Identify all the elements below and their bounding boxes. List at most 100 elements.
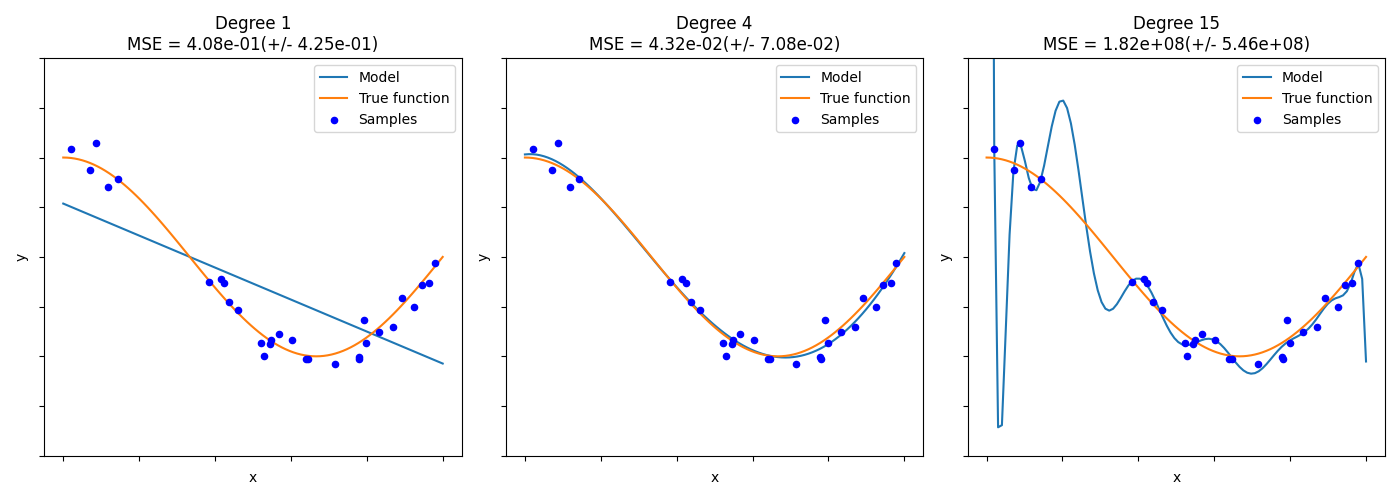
- Samples: [78, 166, 101, 174]
- Samples: [1218, 356, 1240, 364]
- Samples: [85, 139, 108, 147]
- True function: [1173, 329, 1190, 335]
- Samples: [356, 338, 378, 346]
- Samples: [260, 336, 283, 344]
- Samples: [714, 352, 736, 360]
- True function: [251, 329, 267, 335]
- Samples: [844, 322, 867, 330]
- Samples: [106, 175, 129, 183]
- Samples: [729, 330, 752, 338]
- Model: [746, 348, 763, 354]
- True function: [713, 329, 729, 335]
- Samples: [1278, 338, 1301, 346]
- Samples: [353, 316, 375, 324]
- Samples: [218, 298, 241, 306]
- Samples: [568, 175, 591, 183]
- Model: [990, 424, 1007, 430]
- Samples: [521, 146, 543, 154]
- Samples: [349, 356, 371, 364]
- Samples: [423, 259, 445, 267]
- True function: [407, 286, 424, 292]
- True function: [434, 254, 451, 260]
- Samples: [1002, 166, 1025, 174]
- True function: [1231, 354, 1247, 360]
- Samples: [227, 306, 249, 314]
- Line: True function: True function: [525, 158, 904, 356]
- Legend: Model, True function, Samples: Model, True function, Samples: [776, 65, 917, 132]
- Samples: [1327, 303, 1350, 311]
- True function: [881, 272, 897, 278]
- Model: [1177, 342, 1194, 348]
- Model: [517, 152, 533, 158]
- True function: [869, 286, 886, 292]
- Model: [1054, 98, 1071, 103]
- Samples: [259, 340, 281, 348]
- Model: [1343, 280, 1359, 286]
- True function: [742, 348, 759, 354]
- Model: [1070, 168, 1086, 173]
- True function: [517, 154, 533, 160]
- Model: [1358, 358, 1375, 364]
- True function: [1051, 192, 1068, 198]
- Samples: [1313, 294, 1336, 302]
- Samples: [347, 353, 370, 361]
- True function: [419, 272, 435, 278]
- Samples: [417, 279, 440, 287]
- Samples: [785, 360, 808, 368]
- Model: [609, 213, 626, 219]
- Model: [885, 269, 902, 275]
- Model: [403, 348, 420, 354]
- Samples: [1021, 183, 1043, 191]
- Model: [1208, 338, 1225, 344]
- Title: Degree 1
MSE = 4.08e-01(+/- 4.25e-01): Degree 1 MSE = 4.08e-01(+/- 4.25e-01): [127, 15, 378, 54]
- Samples: [1183, 336, 1205, 344]
- Samples: [675, 280, 697, 287]
- Samples: [1247, 360, 1270, 368]
- Samples: [885, 259, 907, 267]
- Model: [434, 360, 451, 366]
- Samples: [1306, 322, 1329, 330]
- Model: [55, 200, 71, 206]
- True function: [127, 192, 144, 198]
- Samples: [809, 353, 832, 361]
- Line: True function: True function: [63, 158, 442, 356]
- Samples: [818, 338, 840, 346]
- Samples: [410, 280, 433, 288]
- Model: [143, 238, 160, 244]
- Line: Model: Model: [63, 204, 442, 364]
- Model: [416, 352, 433, 358]
- Samples: [1121, 278, 1144, 286]
- Samples: [1008, 139, 1030, 147]
- Samples: [865, 303, 888, 311]
- Model: [874, 286, 890, 292]
- Samples: [60, 146, 83, 154]
- Samples: [267, 330, 290, 338]
- True function: [589, 192, 606, 198]
- Samples: [759, 355, 781, 363]
- Samples: [540, 166, 563, 174]
- Samples: [295, 356, 318, 364]
- True function: [55, 154, 71, 160]
- Samples: [210, 275, 232, 283]
- Samples: [1141, 298, 1163, 306]
- Samples: [1271, 353, 1294, 361]
- True function: [1067, 208, 1084, 214]
- Samples: [213, 280, 235, 287]
- Samples: [711, 339, 734, 347]
- Samples: [721, 340, 743, 348]
- Samples: [680, 298, 703, 306]
- Samples: [756, 356, 778, 364]
- Samples: [559, 183, 581, 191]
- True function: [1204, 348, 1221, 354]
- Samples: [323, 360, 346, 368]
- Y-axis label: y: y: [938, 253, 952, 261]
- Samples: [815, 316, 837, 324]
- Model: [251, 283, 267, 289]
- Samples: [251, 339, 273, 347]
- Samples: [1137, 280, 1159, 287]
- Samples: [253, 352, 276, 360]
- Samples: [1275, 316, 1298, 324]
- True function: [308, 354, 325, 360]
- Samples: [197, 278, 220, 286]
- True function: [1358, 254, 1375, 260]
